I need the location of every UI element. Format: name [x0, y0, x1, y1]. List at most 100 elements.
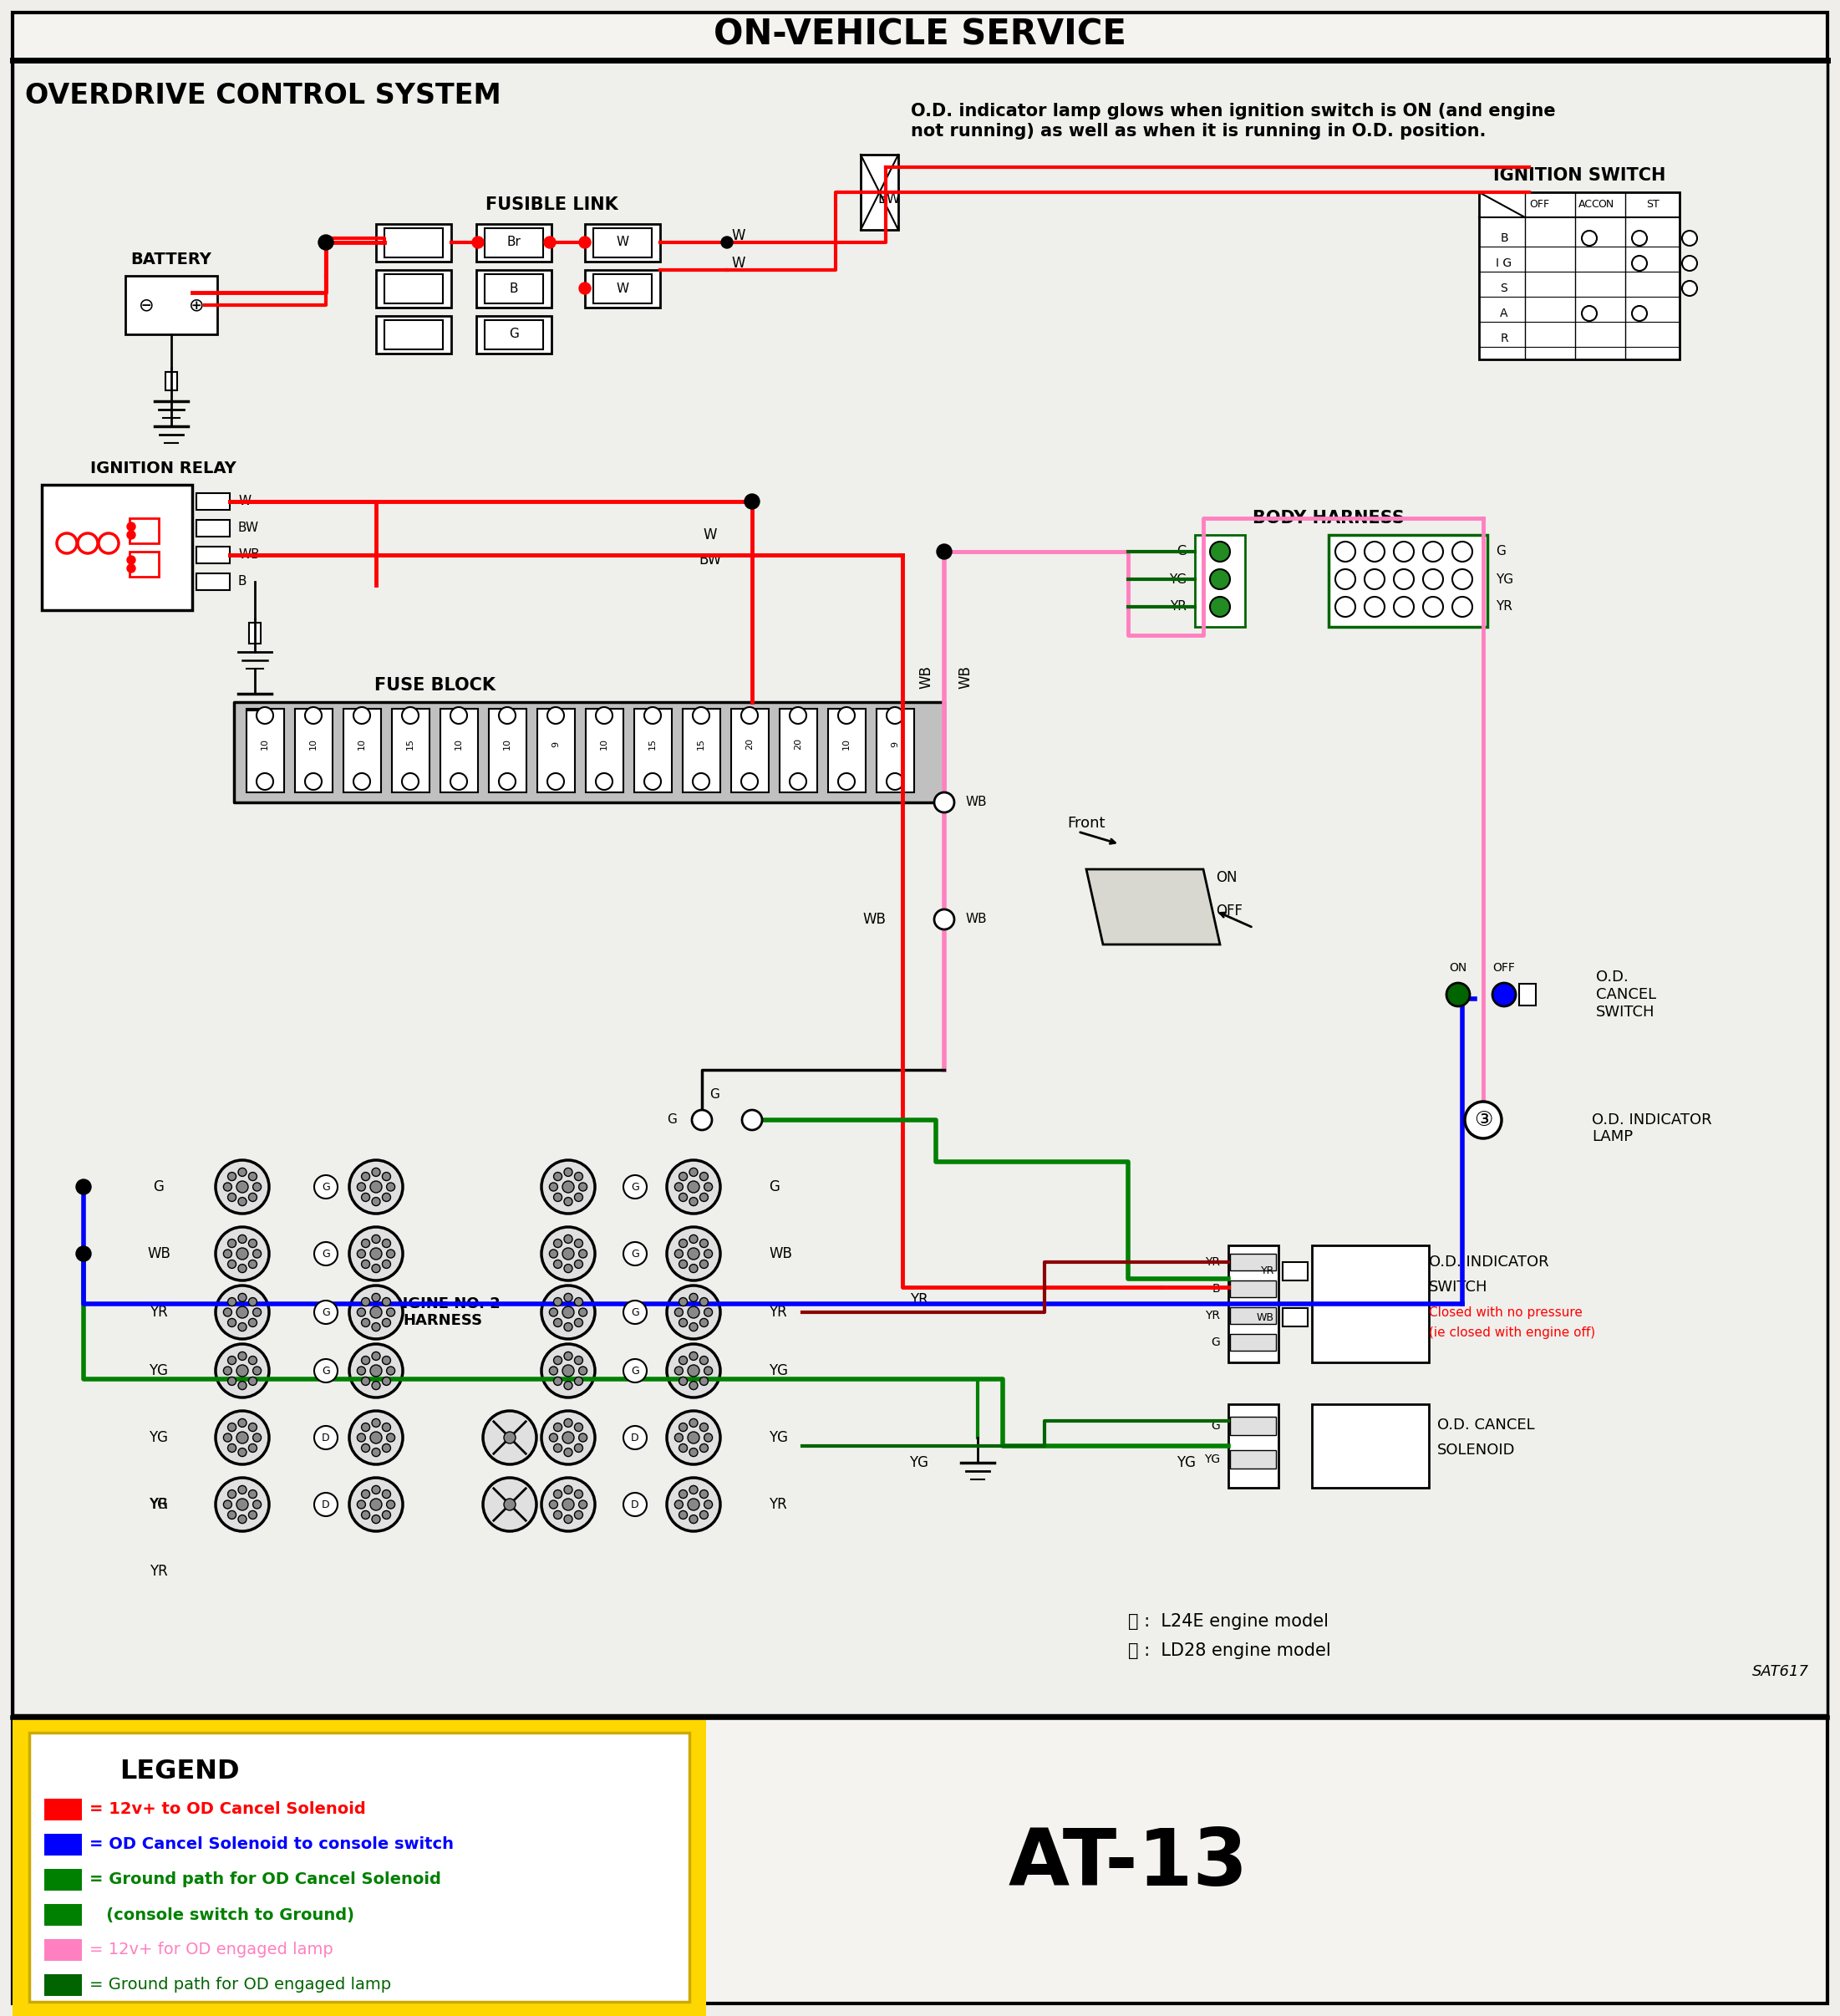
Circle shape	[690, 1353, 697, 1361]
Circle shape	[127, 530, 136, 538]
Text: 15: 15	[648, 738, 657, 750]
Bar	[392, 710, 429, 792]
Circle shape	[644, 708, 661, 724]
Circle shape	[361, 1260, 370, 1268]
Text: WB: WB	[1257, 1312, 1275, 1322]
Bar	[585, 710, 624, 792]
Circle shape	[357, 1433, 366, 1441]
Text: ST: ST	[1647, 200, 1660, 210]
Text: 10: 10	[357, 738, 366, 750]
Text: = 12v+ to OD Cancel Solenoid: = 12v+ to OD Cancel Solenoid	[90, 1802, 366, 1818]
Text: G: G	[1176, 546, 1187, 558]
Circle shape	[252, 1308, 261, 1316]
Circle shape	[721, 236, 732, 248]
Circle shape	[237, 1353, 247, 1361]
Circle shape	[361, 1490, 370, 1498]
Circle shape	[541, 1159, 594, 1214]
Circle shape	[383, 1377, 390, 1385]
Text: BATTERY: BATTERY	[131, 252, 212, 266]
Circle shape	[386, 1183, 396, 1191]
Circle shape	[580, 1250, 587, 1258]
Text: G: G	[769, 1179, 780, 1193]
Text: G: G	[322, 1306, 329, 1318]
Text: G: G	[510, 329, 519, 341]
Circle shape	[554, 1240, 561, 1248]
Text: R: R	[1500, 333, 1509, 345]
Circle shape	[315, 1175, 337, 1200]
Circle shape	[937, 544, 951, 558]
Bar	[1229, 1280, 1275, 1296]
Circle shape	[1336, 597, 1356, 617]
Circle shape	[1632, 306, 1647, 321]
Text: A: A	[1500, 308, 1509, 319]
Text: G: G	[1211, 1337, 1220, 1349]
Bar	[683, 710, 719, 792]
Circle shape	[1365, 597, 1384, 617]
Circle shape	[699, 1510, 708, 1520]
Circle shape	[237, 1294, 247, 1302]
Circle shape	[1211, 542, 1229, 562]
Text: YG: YG	[1168, 573, 1187, 585]
Circle shape	[565, 1198, 572, 1206]
Circle shape	[666, 1228, 719, 1280]
Circle shape	[350, 1478, 403, 1532]
Text: ⊖: ⊖	[138, 296, 155, 312]
Text: O.D. CANCEL: O.D. CANCEL	[1437, 1417, 1535, 1433]
Text: WB: WB	[957, 665, 973, 689]
Text: B: B	[510, 282, 519, 294]
Bar	[44, 1939, 83, 1962]
Text: D: D	[322, 1500, 329, 1510]
Circle shape	[574, 1318, 583, 1327]
Circle shape	[350, 1228, 403, 1280]
Circle shape	[546, 772, 565, 790]
Circle shape	[237, 1236, 247, 1244]
Text: WB: WB	[966, 796, 986, 808]
Circle shape	[248, 1490, 258, 1498]
Circle shape	[935, 792, 955, 812]
Text: WB: WB	[918, 665, 933, 689]
Text: OFF: OFF	[1529, 200, 1549, 210]
Text: ON: ON	[1597, 200, 1614, 210]
Circle shape	[315, 1242, 337, 1266]
Text: YG: YG	[1203, 1454, 1220, 1466]
Circle shape	[574, 1193, 583, 1202]
Text: SWITCH: SWITCH	[1430, 1280, 1489, 1294]
Text: O.D. INDICATOR
LAMP: O.D. INDICATOR LAMP	[1592, 1113, 1711, 1145]
Circle shape	[699, 1298, 708, 1306]
Circle shape	[252, 1183, 261, 1191]
Text: ⓓ :  LD28 engine model: ⓓ : LD28 engine model	[1128, 1643, 1330, 1659]
Text: W: W	[616, 236, 629, 248]
Text: = Ground path for OD engaged lamp: = Ground path for OD engaged lamp	[90, 1978, 392, 1994]
Text: Br: Br	[506, 236, 521, 248]
Circle shape	[554, 1490, 561, 1498]
Circle shape	[223, 1367, 232, 1375]
Circle shape	[372, 1322, 381, 1331]
Bar	[385, 321, 443, 349]
Text: BODY HARNESS: BODY HARNESS	[1253, 510, 1404, 526]
Circle shape	[228, 1510, 236, 1520]
Circle shape	[401, 708, 420, 724]
Circle shape	[361, 1357, 370, 1365]
Circle shape	[692, 1111, 712, 1131]
Circle shape	[305, 708, 322, 724]
Text: Closed with no pressure: Closed with no pressure	[1430, 1306, 1582, 1318]
Circle shape	[370, 1306, 383, 1318]
Text: Front: Front	[1067, 816, 1106, 831]
Bar	[197, 494, 230, 510]
Bar	[42, 484, 191, 611]
Circle shape	[690, 1419, 697, 1427]
Circle shape	[383, 1298, 390, 1306]
Circle shape	[563, 1248, 574, 1260]
Text: WB: WB	[147, 1246, 171, 1262]
Circle shape	[215, 1411, 269, 1464]
Bar	[585, 270, 661, 308]
Circle shape	[383, 1171, 390, 1181]
Text: YG: YG	[769, 1363, 788, 1379]
Circle shape	[565, 1353, 572, 1361]
Text: ACC: ACC	[1579, 200, 1601, 210]
Circle shape	[383, 1260, 390, 1268]
Circle shape	[679, 1423, 688, 1431]
Text: 10: 10	[600, 738, 609, 750]
Bar	[1282, 1308, 1308, 1327]
Circle shape	[563, 1181, 574, 1193]
